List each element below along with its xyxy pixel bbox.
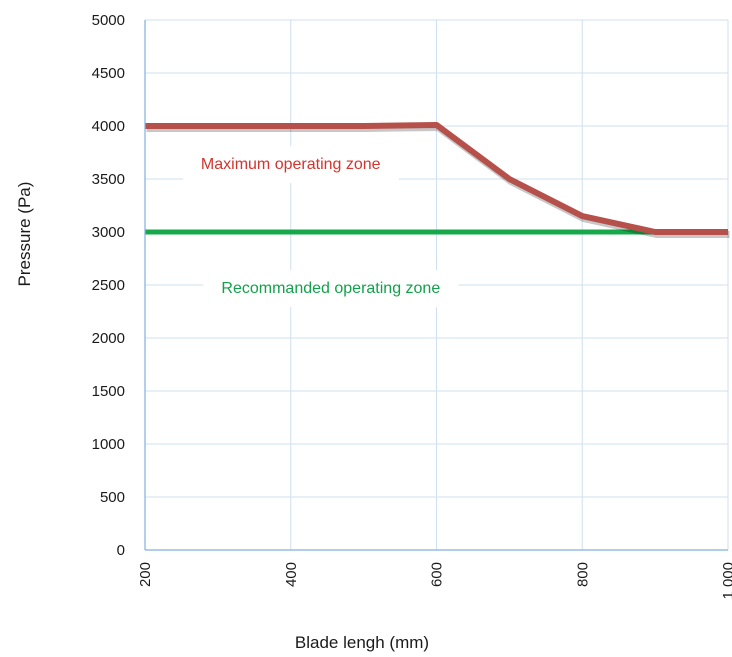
x-axis-title: Blade lengh (mm): [295, 633, 429, 652]
y-tick-label: 2000: [92, 330, 125, 347]
y-tick-label: 0: [117, 542, 125, 559]
y-axis-title: Pressure (Pa): [15, 182, 34, 287]
x-tick-label: 800: [574, 562, 591, 587]
zone-label-background: [182, 146, 399, 184]
tick-labels: 0 500 1000 1500 2000 2500 3000 3500 4000 4500 5000…: [92, 12, 732, 600]
zone-label-background: [203, 270, 459, 308]
y-tick-label: 1500: [92, 383, 125, 400]
x-tick-label: 200: [137, 562, 154, 587]
x-tick-label: 1 000: [720, 562, 732, 600]
y-tick-label: 500: [100, 489, 125, 506]
x-tick-label: 600: [429, 562, 446, 587]
y-tick-label: 5000: [92, 12, 125, 29]
maximum-zone-label: Maximum operating zone: [201, 156, 381, 173]
x-tick-label: 400: [283, 562, 300, 587]
y-tick-label: 3500: [92, 171, 125, 188]
y-tick-label: 4000: [92, 118, 125, 135]
y-tick-label: 1000: [92, 436, 125, 453]
zone-labels: Maximum operating zone Recommanded operat…: [182, 146, 459, 308]
y-tick-label: 3000: [92, 224, 125, 241]
axes: [144, 20, 728, 551]
max-pressure-line: [145, 121, 728, 235]
y-tick-label: 2500: [92, 277, 125, 294]
series-lines: [145, 121, 730, 238]
y-tick-label: 4500: [92, 65, 125, 82]
recommended-zone-label: Recommanded operating zone: [221, 280, 440, 297]
